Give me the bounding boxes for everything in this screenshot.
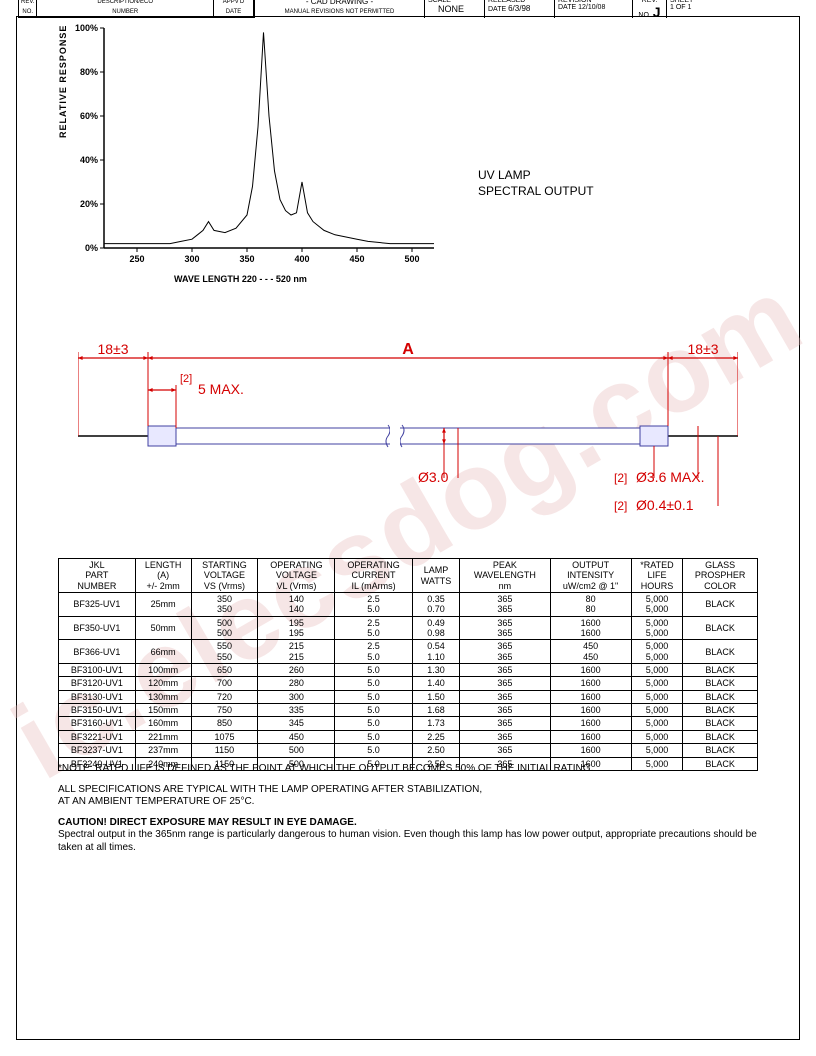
svg-text:100%: 100% (75, 23, 98, 33)
svg-text:250: 250 (129, 254, 144, 264)
svg-text:350: 350 (239, 254, 254, 264)
svg-text:500: 500 (404, 254, 419, 264)
svg-text:[2]: [2] (614, 471, 627, 485)
revision-table: JCHNG OUTPUT INTENSITY ON BF3240-UV112/1… (18, 0, 254, 18)
svg-text:0%: 0% (85, 243, 98, 253)
chart-xlabel: WAVE LENGTH 220 - - - 520 nm (174, 274, 307, 284)
mechanical-drawing: 18±3 A 18±3 [2] 5 MAX. Ø3.0 [2] Ø3.6 MAX. [2] Ø0.… (78, 328, 738, 528)
svg-text:18±3: 18±3 (97, 341, 128, 357)
svg-text:60%: 60% (80, 111, 98, 121)
chart-caption: UV LAMP SPECTRAL OUTPUT (478, 168, 594, 199)
notes-block: *NOTE: RATED LIFE IS DEFINED AS THE POIN… (58, 763, 778, 862)
svg-text:18±3: 18±3 (687, 341, 718, 357)
svg-text:400: 400 (294, 254, 309, 264)
svg-text:Ø3.6 MAX.: Ø3.6 MAX. (636, 469, 704, 485)
chart-ylabel: RELATIVE RESPONSE (58, 25, 68, 138)
spec-table: JKLPARTNUMBERLENGTH(A)+/- 2mmSTARTINGVOL… (58, 558, 758, 771)
svg-text:Ø0.4±0.1: Ø0.4±0.1 (636, 497, 694, 513)
svg-text:A: A (402, 341, 414, 358)
svg-text:5 MAX.: 5 MAX. (198, 381, 244, 397)
svg-text:40%: 40% (80, 155, 98, 165)
svg-text:300: 300 (184, 254, 199, 264)
svg-text:Ø3.0: Ø3.0 (418, 469, 449, 485)
svg-text:[2]: [2] (180, 373, 192, 385)
svg-text:80%: 80% (80, 67, 98, 77)
svg-text:20%: 20% (80, 199, 98, 209)
svg-text:[2]: [2] (614, 499, 627, 513)
spectral-chart: 0%20%40%60%80%100%250300350400450500 REL… (64, 18, 444, 278)
svg-text:450: 450 (349, 254, 364, 264)
